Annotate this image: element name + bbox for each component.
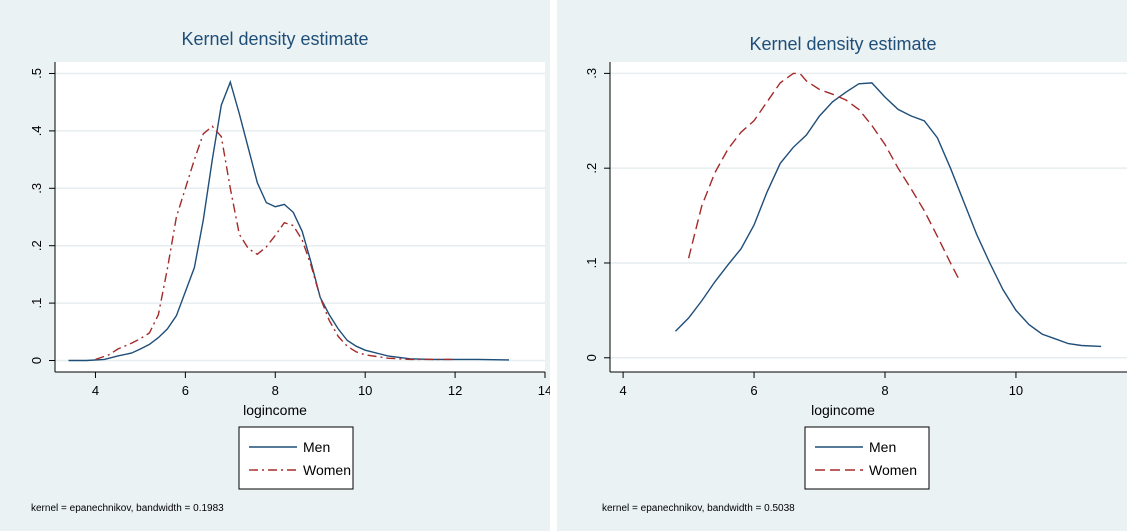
legend-box: [238, 426, 354, 490]
series-line-men: [675, 82, 1102, 348]
x-tick-label: 12: [448, 383, 462, 398]
chart-title: Kernel density estimate: [181, 29, 368, 49]
x-tick-label: 8: [272, 383, 279, 398]
y-tick-label: .4: [29, 125, 44, 136]
y-tick-label: .1: [29, 298, 44, 309]
y-tick-label: .2: [584, 163, 599, 174]
legend-label-men: Men: [303, 439, 330, 455]
series-line-women: [95, 125, 456, 361]
y-tick-label: .3: [29, 183, 44, 194]
kernel-note: kernel = epanechnikov, bandwidth = 0.198…: [31, 503, 224, 514]
y-tick-label: .1: [584, 258, 599, 269]
x-axis-label: logincome: [243, 402, 307, 418]
x-axis-label: logincome: [811, 402, 875, 418]
x-tick-label: 10: [1009, 383, 1023, 398]
y-tick-label: 0: [584, 354, 599, 361]
x-tick-label: 4: [619, 383, 626, 398]
y-tick-label: .5: [29, 68, 44, 79]
series-line-men: [68, 79, 510, 362]
x-tick-label: 4: [92, 383, 99, 398]
x-tick-label: 6: [182, 383, 189, 398]
chart-panel-right: Kernel density estimate0.1.2.34681012log…: [557, 0, 1127, 531]
legend-label-men: Men: [869, 439, 896, 455]
chart-title: Kernel density estimate: [749, 34, 936, 54]
legend-label-women: Women: [303, 462, 351, 478]
x-tick-label: 10: [358, 383, 372, 398]
x-tick-label: 14: [538, 383, 550, 398]
y-tick-label: .2: [29, 240, 44, 251]
plot-area: [55, 62, 545, 372]
chart-panel-left: Kernel density estimate 0 .1 .2 .3 .4 .5 4 6 8 10 1…: [0, 0, 550, 531]
kernel-note: kernel = epanechnikov, bandwidth = 0.503…: [602, 503, 795, 514]
kde-chart-left: Kernel density estimate 0 .1 .2 .3 .4 .5 4 6 8 10 1…: [29, 29, 550, 514]
plot-area: [610, 62, 1127, 372]
x-tick-label: 8: [881, 383, 888, 398]
legend-box: [804, 426, 930, 490]
kde-chart-right: Kernel density estimate0.1.2.34681012log…: [584, 34, 1127, 514]
y-tick-label: 0: [29, 357, 44, 364]
legend-label-women: Women: [869, 462, 917, 478]
x-tick-label: 6: [750, 383, 757, 398]
y-tick-label: .3: [584, 68, 599, 79]
series-line-women: [687, 72, 961, 283]
